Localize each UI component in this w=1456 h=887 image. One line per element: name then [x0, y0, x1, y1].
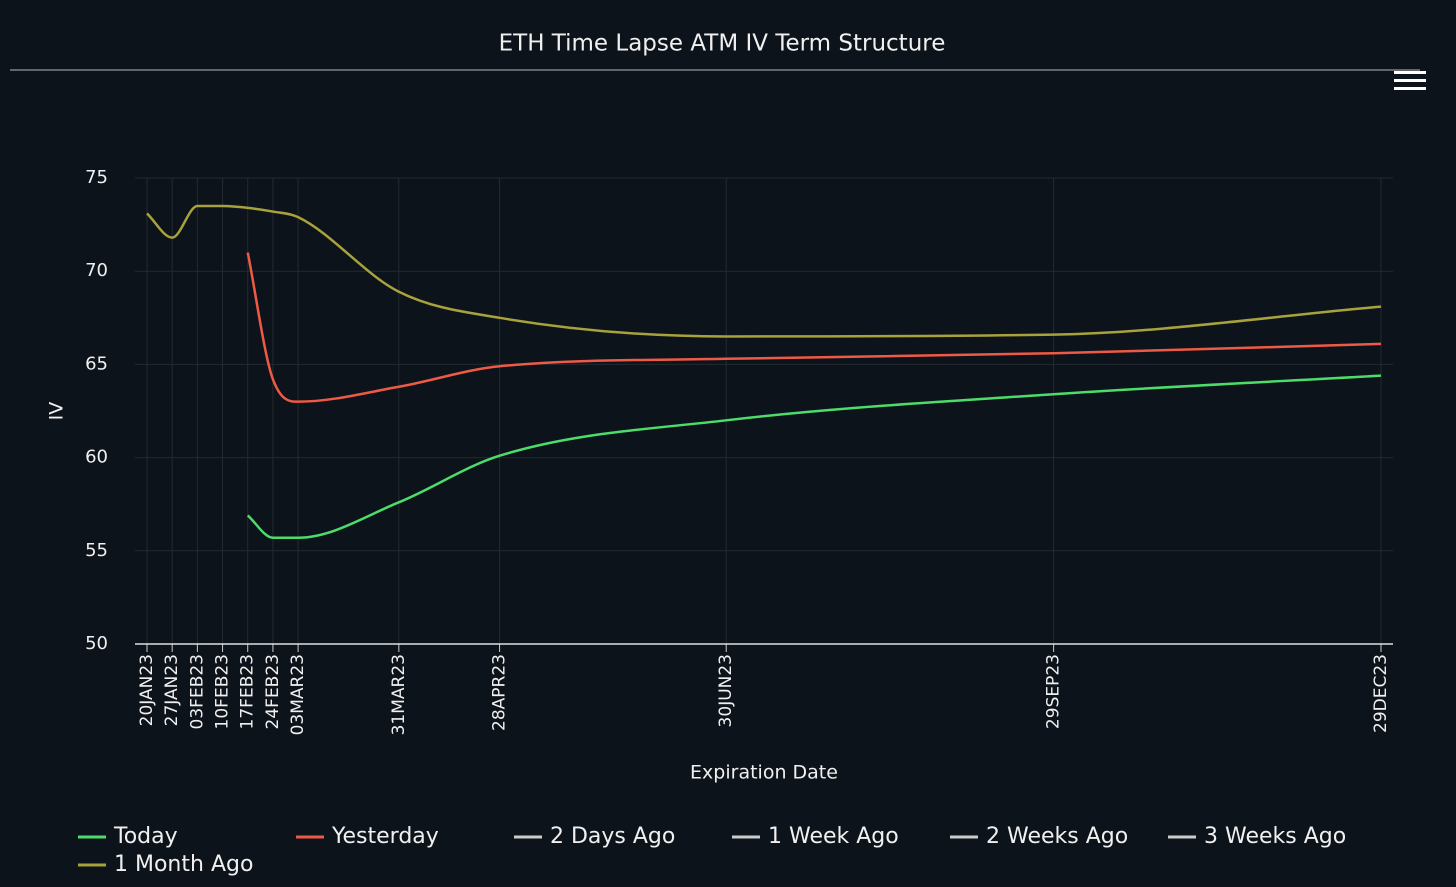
legend-label[interactable]: Today: [113, 824, 178, 849]
x-tick-label: 30JUN23: [716, 654, 736, 727]
x-tick-label: 17FEB23: [238, 654, 258, 729]
legend-label[interactable]: 2 Weeks Ago: [986, 824, 1128, 849]
chart-title: ETH Time Lapse ATM IV Term Structure: [499, 31, 946, 57]
x-axis-label: Expiration Date: [690, 762, 838, 784]
menu-bar: [1394, 71, 1426, 74]
y-tick-label: 75: [85, 167, 108, 188]
x-tick-label: 03MAR23: [288, 654, 308, 735]
legend-label[interactable]: 1 Month Ago: [114, 852, 253, 877]
series-line: [146, 204, 1382, 338]
legend-label[interactable]: Yesterday: [331, 824, 439, 849]
legend-label[interactable]: 2 Days Ago: [550, 824, 675, 849]
y-tick-label: 50: [85, 633, 108, 654]
menu-button[interactable]: [1394, 71, 1426, 90]
x-tick-label: 29DEC23: [1371, 654, 1391, 733]
x-tick-label: 24FEB23: [263, 654, 283, 729]
x-tick-label: 31MAR23: [389, 654, 409, 735]
legend-label[interactable]: 3 Weeks Ago: [1204, 824, 1346, 849]
menu-bar: [1394, 79, 1426, 82]
menu-bar: [1394, 87, 1426, 90]
x-tick-label: 28APR23: [490, 654, 510, 731]
series-line: [246, 374, 1382, 540]
x-tick-label: 29SEP23: [1044, 654, 1064, 729]
x-tick-label: 03FEB23: [187, 654, 207, 729]
legend-label[interactable]: 1 Week Ago: [768, 824, 899, 849]
y-tick-label: 70: [85, 260, 108, 281]
y-tick-label: 55: [85, 540, 108, 561]
x-tick-label: 20JAN23: [137, 654, 157, 726]
x-tick-label: 27JAN23: [162, 654, 182, 726]
y-tick-label: 60: [85, 447, 108, 468]
series-line: [246, 252, 1382, 403]
x-tick-label: 10FEB23: [213, 654, 233, 729]
y-axis-label: IV: [46, 402, 68, 421]
y-tick-label: 65: [85, 353, 108, 374]
